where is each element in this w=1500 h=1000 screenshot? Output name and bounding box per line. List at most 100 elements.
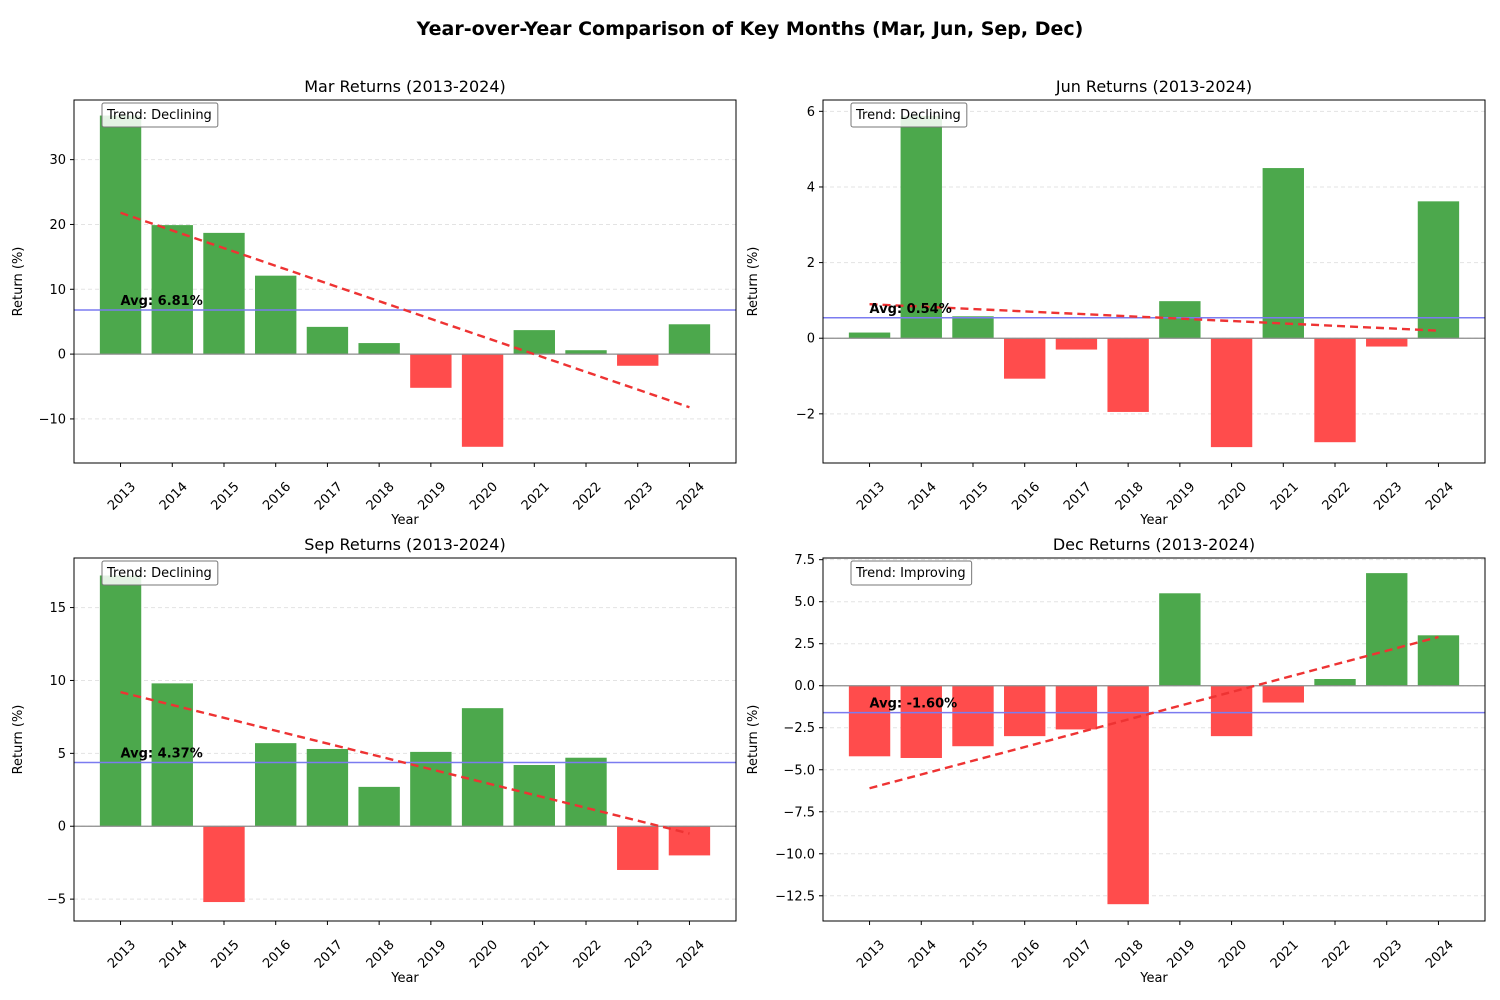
y-tick-label: 4	[807, 180, 815, 195]
x-tick-label: 2019	[415, 480, 449, 514]
x-tick-label: 2020	[467, 938, 501, 972]
x-tick-label: 2013	[854, 480, 888, 514]
trend-line	[120, 690, 690, 835]
y-tick-label: −12.5	[775, 889, 815, 904]
x-axis-label: Year	[1139, 971, 1168, 986]
bar-2013	[99, 575, 142, 827]
bar-2024	[1417, 635, 1460, 686]
axes-frame	[822, 99, 1486, 464]
bar-2017	[306, 748, 349, 827]
y-tick-label: −10	[39, 412, 66, 427]
bar-2019	[1159, 593, 1201, 686]
x-tick-label: 2015	[209, 480, 243, 514]
y-tick-label: 0	[58, 348, 66, 363]
x-tick-label: 2017	[1061, 938, 1095, 972]
x-tick-label: 2022	[1320, 480, 1354, 514]
chart-title: Jun Returns (2013-2024)	[1055, 77, 1252, 96]
trend-label: Trend: Declining	[855, 108, 961, 123]
bar-2018	[358, 786, 400, 827]
x-tick-label: 2016	[260, 938, 294, 972]
bar-2021	[513, 330, 555, 355]
chart-title: Sep Returns (2013-2024)	[304, 535, 505, 554]
chart-panel: −5 0 5 10 15 2013 2014 2015 2016 2017 2018 2019 2020…	[11, 535, 737, 986]
x-tick-label: 2020	[1216, 480, 1250, 514]
y-tick-label: 2	[807, 256, 815, 271]
bar-2022	[1314, 679, 1356, 686]
y-tick-label: 0	[807, 332, 815, 347]
trend-label: Trend: Improving	[855, 566, 966, 581]
bar-2015	[952, 685, 994, 747]
x-tick-label: 2020	[467, 480, 501, 514]
x-tick-label: 2015	[958, 938, 992, 972]
x-tick-label: 2013	[105, 938, 139, 972]
trend-line	[869, 635, 1439, 790]
y-tick-label: 10	[49, 674, 66, 689]
bar-2016	[255, 743, 297, 827]
axes-frame	[822, 557, 1486, 922]
y-tick-label: 6	[807, 105, 815, 120]
bar-2015	[952, 316, 994, 339]
x-tick-label: 2013	[105, 480, 139, 514]
x-tick-label: 2016	[1009, 938, 1043, 972]
y-tick-label: 15	[49, 601, 66, 616]
average-label: Avg: 4.37%	[121, 747, 203, 762]
trend-label: Trend: Declining	[106, 108, 212, 123]
bar-2021	[1262, 685, 1304, 703]
average-label: Avg: -1.60%	[870, 697, 958, 712]
bar-2022	[565, 350, 607, 355]
x-tick-label: 2024	[674, 938, 708, 972]
x-tick-label: 2014	[157, 938, 191, 972]
x-tick-label: 2023	[1371, 938, 1405, 972]
trend-box: Trend: Declining	[101, 102, 219, 128]
trend-box-frame	[850, 102, 968, 128]
chart-panel: −2 0 2 4 6 2013 2014 2015 2016 2017 2018 2019 2020 20…	[746, 77, 1486, 528]
x-tick-label: 2022	[571, 938, 605, 972]
x-tick-label: 2023	[1371, 480, 1405, 514]
figure-title: Year-over-Year Comparison of Key Months …	[416, 18, 1084, 40]
x-tick-label: 2018	[364, 938, 398, 972]
bar-2021	[1262, 168, 1304, 339]
y-tick-label: −2	[796, 407, 815, 422]
x-tick-label: 2014	[906, 480, 940, 514]
x-tick-label: 2023	[622, 938, 656, 972]
bar-2021	[513, 765, 555, 827]
x-tick-label: 2021	[1268, 938, 1302, 972]
x-axis-label: Year	[390, 971, 419, 986]
bar-2024	[1417, 201, 1460, 339]
bar-2013	[848, 685, 891, 757]
x-tick-label: 2024	[674, 480, 708, 514]
bar-2018	[358, 343, 400, 355]
x-tick-label: 2018	[364, 480, 398, 514]
bar-2016	[255, 275, 297, 355]
x-tick-label: 2024	[1423, 480, 1457, 514]
y-tick-label: −5	[47, 893, 66, 908]
x-tick-label: 2022	[1320, 938, 1354, 972]
bar-2017	[306, 326, 349, 355]
axes-frame	[73, 99, 737, 464]
bar-2017	[1055, 685, 1098, 730]
y-tick-label: −7.5	[783, 805, 815, 820]
bar-2020	[1210, 338, 1253, 448]
trend-label: Trend: Declining	[106, 566, 212, 581]
chart-panel: −10 0 10 20 30 2013 2014 2015 2016 2017 2018 2019 20…	[11, 77, 737, 528]
trend-box-frame	[101, 102, 219, 128]
bar-2022	[1314, 338, 1356, 443]
x-axis-label: Year	[390, 513, 419, 528]
average-label: Avg: 0.54%	[870, 302, 952, 317]
x-tick-label: 2017	[1061, 480, 1095, 514]
x-tick-label: 2021	[519, 938, 553, 972]
y-tick-label: −10.0	[775, 847, 815, 862]
bar-2018	[1107, 338, 1149, 412]
x-tick-label: 2014	[906, 938, 940, 972]
bar-2015	[203, 826, 245, 903]
bar-2019	[410, 354, 452, 388]
bar-2024	[668, 324, 711, 355]
bar-2014	[151, 225, 193, 355]
bar-2014	[900, 685, 942, 758]
x-tick-label: 2015	[958, 480, 992, 514]
y-axis-label: Return (%)	[746, 705, 761, 775]
bar-2024	[668, 826, 711, 856]
trend-box: Trend: Declining	[101, 560, 219, 586]
x-tick-label: 2017	[312, 938, 346, 972]
